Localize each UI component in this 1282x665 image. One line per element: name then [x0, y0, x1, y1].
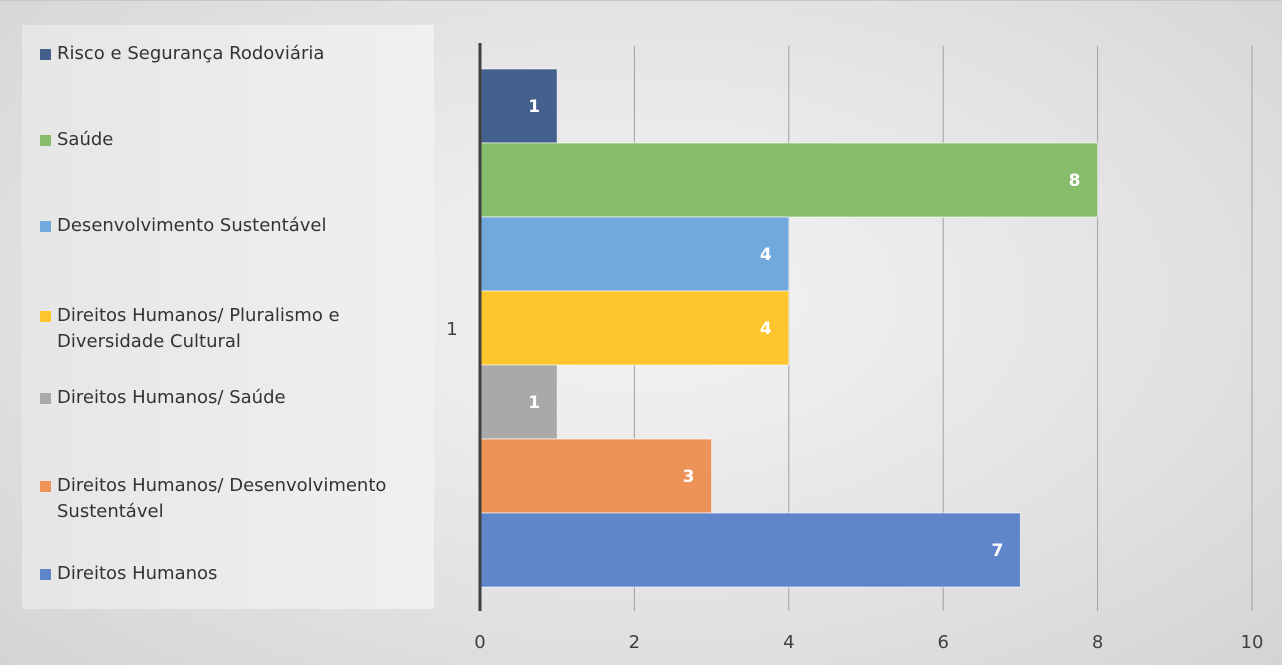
legend-swatch: [40, 569, 51, 580]
bar: [479, 216, 790, 292]
legend-swatch: [40, 221, 51, 232]
x-tick-label: 0: [474, 632, 485, 653]
legend-item: Desenvolvimento Sustentável: [40, 213, 420, 239]
data-label: 7: [991, 541, 1003, 561]
bar: [479, 142, 1099, 218]
x-tick-label: 4: [783, 632, 794, 653]
legend-label: Desenvolvimento Sustentável: [57, 215, 327, 236]
legend-swatch: [40, 311, 51, 322]
data-label: 3: [683, 467, 695, 487]
legend-label: Direitos Humanos/ Pluralismo e Diversida…: [57, 305, 340, 352]
bar: [479, 512, 1021, 588]
legend-item: Saúde: [40, 127, 420, 153]
x-tick-label: 8: [1092, 632, 1103, 653]
legend-swatch: [40, 135, 51, 146]
bar: [479, 290, 790, 366]
legend-item: Direitos Humanos: [40, 561, 420, 587]
legend-label: Direitos Humanos/ Saúde: [57, 387, 286, 408]
data-label: 1: [528, 97, 540, 117]
bar: [479, 438, 713, 514]
legend-item: Direitos Humanos/ Desenvolvimento Susten…: [40, 473, 420, 525]
legend-label: Risco e Segurança Rodoviária: [57, 43, 325, 64]
bar: [479, 364, 558, 440]
legend-item: Direitos Humanos/ Pluralismo e Diversida…: [40, 303, 420, 355]
x-tick-label: 10: [1241, 632, 1264, 653]
legend-label: Direitos Humanos: [57, 563, 218, 584]
data-label: 8: [1069, 171, 1081, 191]
legend-label: Direitos Humanos/ Desenvolvimento Susten…: [57, 475, 387, 522]
bar: [479, 68, 558, 144]
legend-item: Risco e Segurança Rodoviária: [40, 41, 420, 67]
data-label: 4: [760, 319, 772, 339]
data-label: 1: [528, 393, 540, 413]
legend-swatch: [40, 481, 51, 492]
x-tick-label: 2: [629, 632, 640, 653]
legend-label: Saúde: [57, 129, 114, 150]
x-tick-label: 6: [937, 632, 948, 653]
legend-swatch: [40, 393, 51, 404]
legend-item: Direitos Humanos/ Saúde: [40, 385, 420, 411]
y-category-label: 1: [446, 319, 457, 340]
legend-swatch: [40, 49, 51, 60]
legend: Risco e Segurança Rodoviária Saúde Desenvo…: [22, 25, 434, 609]
data-label: 4: [760, 245, 772, 265]
